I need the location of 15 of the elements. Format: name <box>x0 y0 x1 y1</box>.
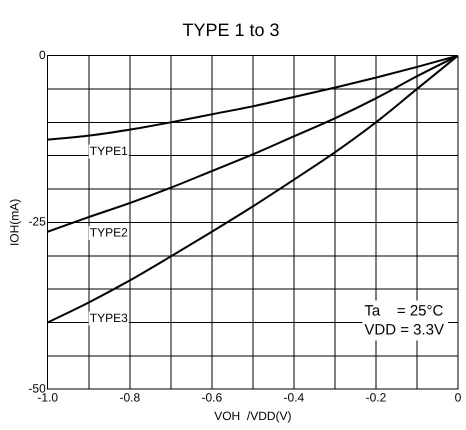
series-label: TYPE3 <box>90 310 128 325</box>
x-tick-label: -0.8 <box>119 390 140 405</box>
x-axis-title: VOH /VDD(V) <box>214 409 292 424</box>
chart-title: TYPE 1 to 3 <box>182 20 280 40</box>
x-tick-label: -0.6 <box>202 390 223 405</box>
y-axis-title: IOH(mA) <box>8 198 22 246</box>
series-label: TYPE2 <box>90 225 128 240</box>
y-tick-label: -25 <box>28 214 46 229</box>
x-tick-label: -0.4 <box>284 390 305 405</box>
y-tick-label: 0 <box>39 48 46 62</box>
series-label: TYPE1 <box>90 144 128 158</box>
x-tick-label: 0 <box>454 390 462 405</box>
annotation: Ta = 25°C <box>364 302 444 320</box>
annotation: VDD = 3.3V <box>364 322 444 339</box>
x-tick-label: -0.2 <box>366 390 387 405</box>
